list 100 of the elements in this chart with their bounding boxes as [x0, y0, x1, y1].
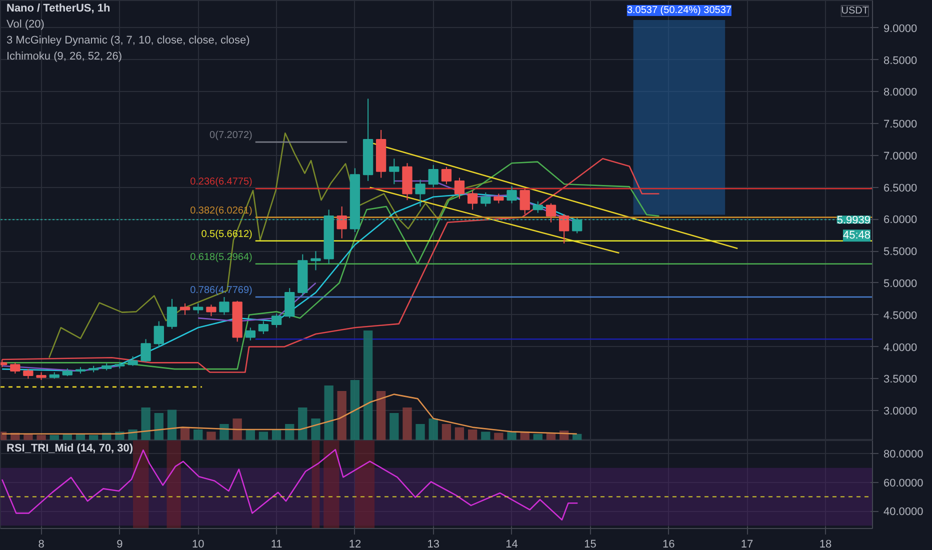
annotation: 3 McGinley Dynamic (3, 7, 10, close, close, close) [6, 34, 250, 46]
candlestick [532, 200, 543, 214]
y-tick-label: 6.5000 [884, 182, 918, 194]
series-label: 0(7.2072) [210, 130, 252, 142]
bar [180, 427, 190, 440]
x-tick-label: 9 [116, 538, 123, 550]
y-tick-label: 60.0000 [884, 477, 924, 490]
candlestick [310, 250, 321, 271]
candlestick [154, 320, 164, 348]
line-series [48, 132, 493, 358]
bar [533, 434, 542, 440]
x-tick-label: 8 [38, 538, 44, 550]
x-tick-label: 17 [740, 538, 754, 550]
bar [24, 434, 33, 440]
candlestick [219, 296, 230, 316]
bar [232, 418, 242, 440]
x-tick-label: 15 [584, 538, 596, 550]
candlestick [193, 302, 204, 314]
bar [572, 434, 582, 440]
bar [454, 427, 464, 440]
bar [220, 424, 229, 440]
bar [141, 408, 150, 440]
candlestick [166, 298, 178, 330]
bar [390, 413, 399, 440]
candlestick [441, 166, 452, 185]
x-tick-label: 11 [270, 538, 282, 550]
candlestick [454, 177, 465, 200]
candlestick [128, 356, 138, 366]
bar [324, 386, 334, 440]
y-tick-label: 8.0000 [884, 86, 918, 99]
candlestick [245, 327, 256, 341]
y-tick-label: 80.0000 [884, 448, 924, 460]
candlestick [23, 368, 34, 380]
candlestick [415, 179, 426, 207]
candlestick [494, 193, 504, 204]
annotation: Vol (20) [6, 18, 44, 30]
candlestick [258, 320, 269, 335]
bar [50, 435, 59, 440]
x-tick-label: 18 [819, 538, 832, 550]
candlestick [140, 338, 151, 363]
candlestick [10, 362, 20, 374]
y-tick-label: 3.0000 [884, 406, 918, 418]
y-tick-label: 5.5000 [884, 246, 918, 258]
series-label: 0.236(6.4775) [190, 176, 252, 188]
bar [258, 432, 268, 440]
y-tick-label: 8.5000 [884, 54, 918, 67]
x-tick-label: 13 [427, 538, 440, 550]
candlestick [546, 202, 556, 223]
bar [402, 408, 412, 440]
series-label: 0.5(5.6612) [201, 228, 252, 240]
bar [272, 430, 282, 440]
candlestick [520, 188, 530, 215]
bar [416, 424, 425, 440]
bar [428, 418, 438, 440]
bar [194, 430, 203, 440]
y-tick-label: 5.0000 [884, 278, 918, 290]
bar [507, 432, 516, 440]
annotation: 45:48 [842, 230, 871, 242]
candlestick [506, 186, 517, 204]
y-tick-label: 7.5000 [884, 118, 918, 131]
y-tick-label: 40.0000 [884, 506, 924, 518]
x-tick-label: 14 [506, 538, 518, 550]
candlestick [559, 214, 570, 244]
bar [468, 430, 478, 440]
bar [246, 430, 255, 440]
x-tick-label: 12 [348, 538, 362, 550]
candlestick [206, 304, 216, 317]
bar [154, 413, 164, 440]
candlestick [428, 164, 438, 188]
y-tick-label: 4.0000 [884, 342, 918, 354]
data-label: 3.0537 (50.24%) 30537 [626, 5, 732, 16]
bar [481, 432, 490, 440]
bar [285, 424, 294, 440]
candlestick [389, 158, 400, 185]
candlestick [180, 302, 190, 316]
y-tick-label: 3.5000 [884, 374, 918, 386]
bar [442, 424, 452, 440]
ref-line-label: 5.9939 [836, 214, 871, 227]
candlestick [467, 190, 478, 210]
bar [376, 391, 386, 440]
bar [206, 432, 216, 440]
chart-title: RSI_TRI_Mid (14, 70, 30) [6, 442, 134, 454]
y-axis-title: USDT [841, 6, 869, 16]
bar [89, 435, 98, 440]
y-tick-label: 4.5000 [884, 310, 918, 322]
candlestick [271, 313, 282, 328]
bar [337, 391, 346, 440]
x-tick-label: 10 [192, 538, 204, 550]
candlestick [284, 288, 295, 319]
x-tick-label: 16 [662, 538, 675, 550]
bar [36, 435, 46, 440]
annotation: Ichimoku (9, 26, 52, 26) [6, 50, 122, 62]
y-tick-label: 6.0000 [884, 214, 918, 226]
candlestick [480, 192, 491, 207]
candlestick [336, 206, 347, 239]
y-tick-label: 7.0000 [884, 150, 918, 162]
bar [311, 418, 320, 440]
bar [298, 408, 308, 440]
y-tick-label: 9.0000 [884, 22, 918, 35]
chart-title: Nano / TetherUS, 1h [6, 2, 110, 14]
